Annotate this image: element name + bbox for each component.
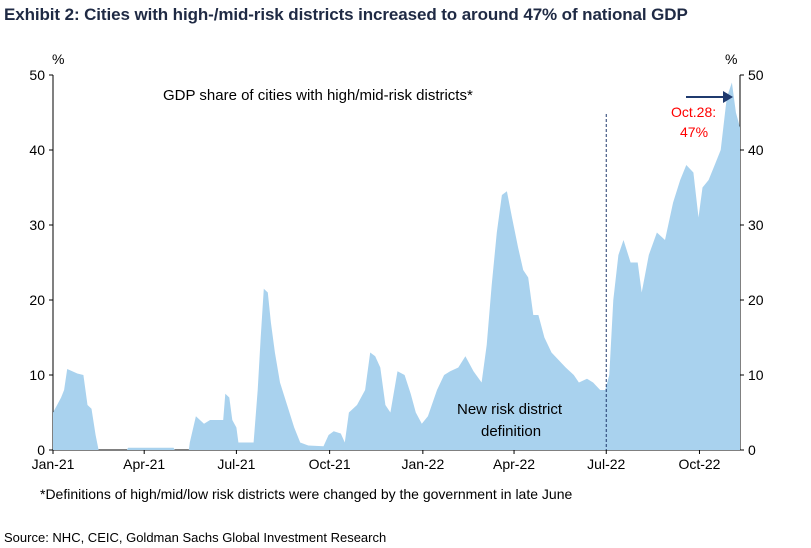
x-tick-label: Jan-22	[401, 456, 444, 472]
y-tick-label-left: 50	[29, 67, 45, 83]
y-tick-label-right: 10	[748, 367, 764, 383]
y-tick-label-left: 0	[37, 442, 45, 458]
x-tick-label: Jan-21	[32, 456, 75, 472]
x-tick-label: Oct-22	[678, 456, 720, 472]
y-tick-label-right: 0	[748, 442, 756, 458]
definition-label-line1: New risk district	[457, 401, 563, 418]
y-tick-label-right: 50	[748, 67, 764, 83]
latest-arrow-head	[723, 91, 733, 103]
x-tick-label: Oct-21	[309, 456, 351, 472]
y-tick-label-left: 20	[29, 292, 45, 308]
y-tick-label-left: 10	[29, 367, 45, 383]
series-label: GDP share of cities with high/mid-risk d…	[163, 87, 473, 104]
x-tick-label: Jul-21	[217, 456, 255, 472]
right-unit-label: %	[725, 51, 737, 67]
footnote: *Definitions of high/mid/low risk distri…	[40, 486, 573, 502]
y-tick-label-right: 40	[748, 142, 764, 158]
latest-callout-line1: Oct.28:	[671, 104, 716, 120]
series-area	[53, 82, 740, 450]
y-tick-label-right: 20	[748, 292, 764, 308]
source-note: Source: NHC, CEIC, Goldman Sachs Global …	[4, 530, 387, 545]
y-tick-label-left: 40	[29, 142, 45, 158]
exhibit-title: Exhibit 2: Cities with high-/mid-risk di…	[4, 5, 688, 24]
y-tick-label-left: 30	[29, 217, 45, 233]
left-unit-label: %	[52, 51, 64, 67]
x-tick-label: Apr-22	[493, 456, 535, 472]
definition-label-line2: definition	[481, 423, 541, 440]
x-tick-label: Jul-22	[587, 456, 625, 472]
latest-callout-line2: 47%	[680, 124, 708, 140]
x-tick-label: Apr-21	[123, 456, 165, 472]
y-tick-label-right: 30	[748, 217, 764, 233]
